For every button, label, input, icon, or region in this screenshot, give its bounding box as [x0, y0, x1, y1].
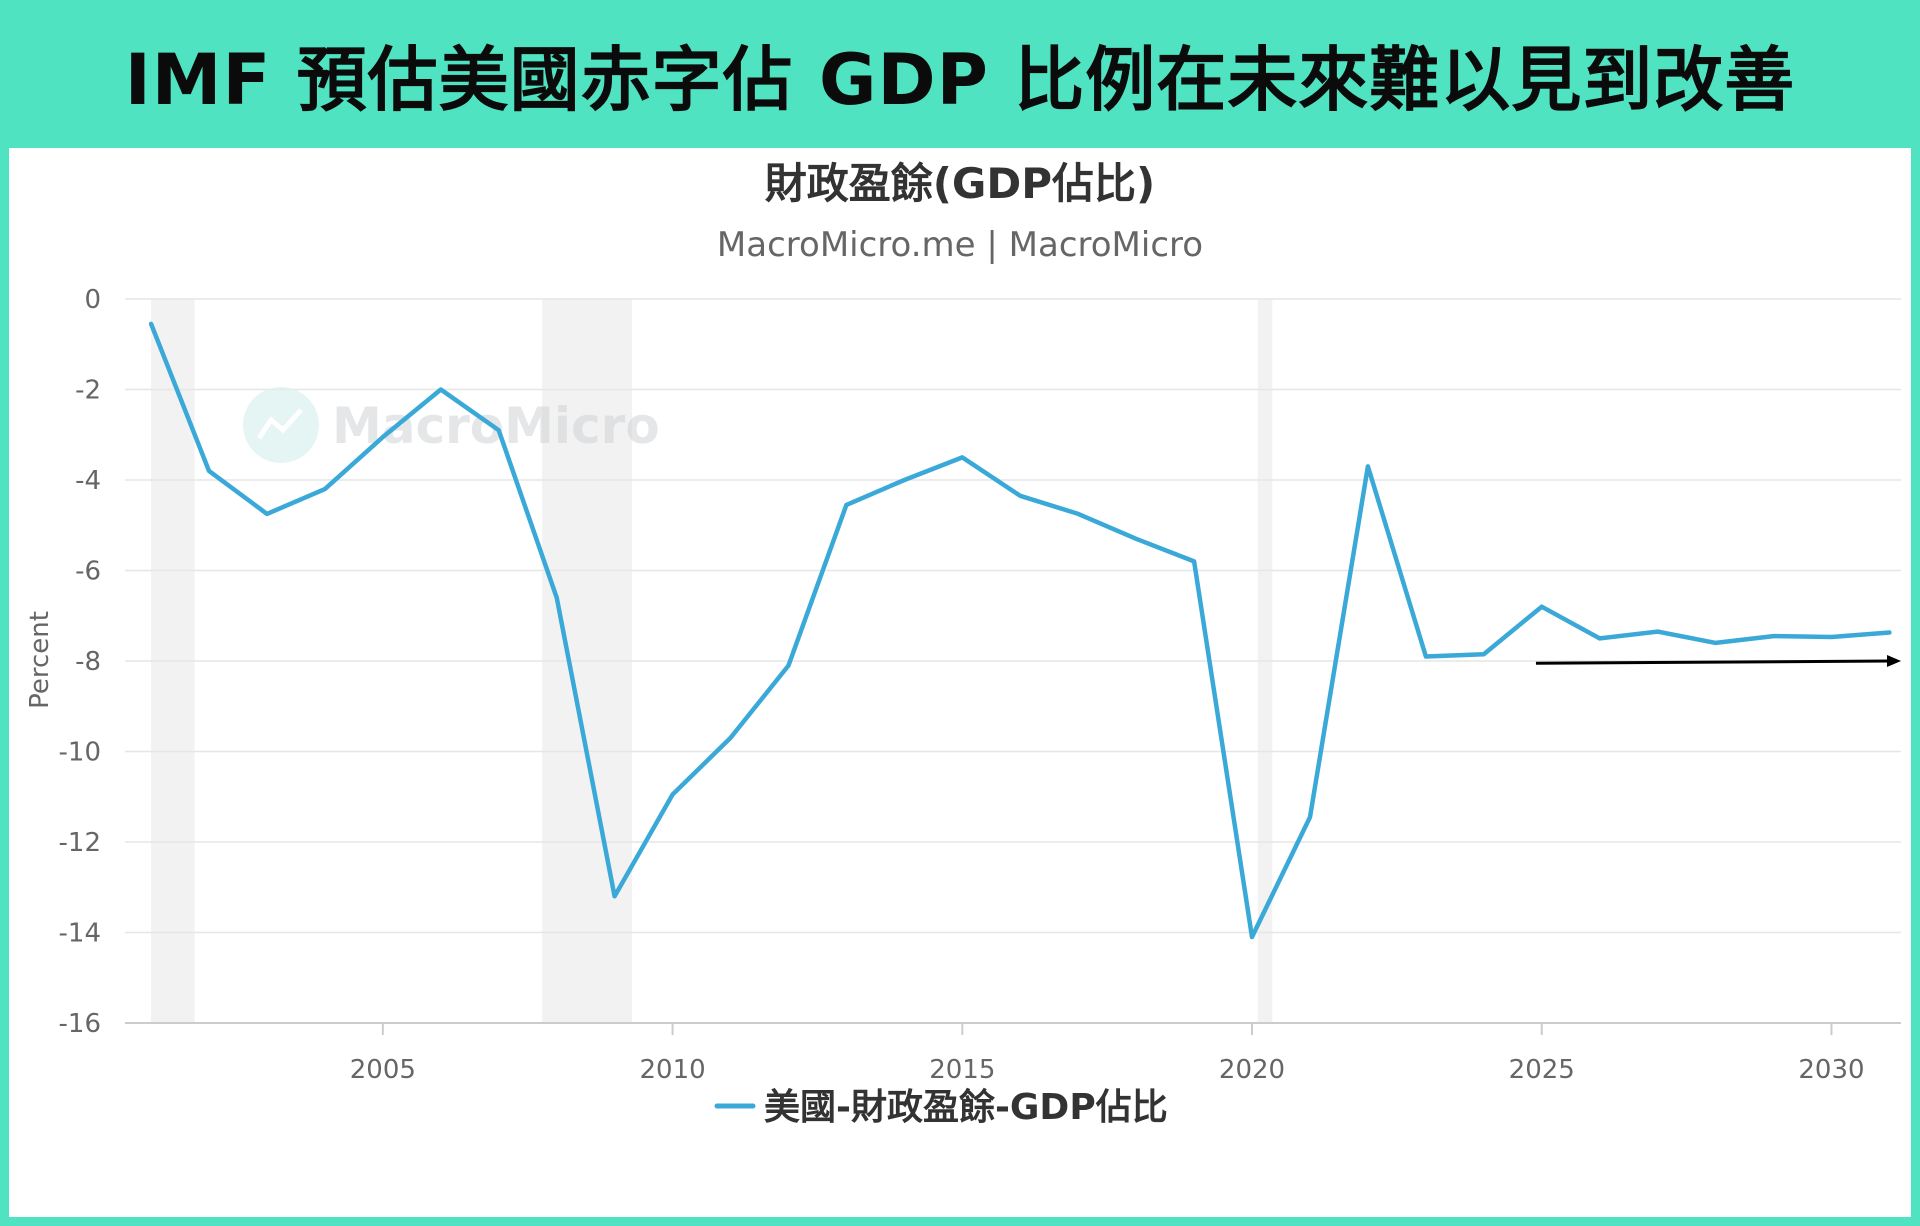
annotations — [1535, 655, 1901, 667]
annotation-arrow-head — [1887, 655, 1901, 667]
y-tick-label: -14 — [59, 919, 101, 949]
x-tick-label: 2015 — [929, 1055, 995, 1085]
x-axis-ticks: 2005 2010 2015 2020 2025 2030 — [350, 1023, 1865, 1085]
x-tick-label: 2020 — [1219, 1055, 1285, 1085]
y-tick-label: -2 — [75, 376, 101, 406]
gridlines — [125, 298, 1901, 1024]
legend-label: 美國-財政盈餘-GDP佔比 — [764, 1087, 1168, 1128]
banner: IMF 預估美國赤字佔 GDP 比例在未來難以見到改善 — [0, 0, 1920, 148]
series-layer — [148, 321, 1892, 940]
y-tick-label: -10 — [59, 738, 101, 768]
y-tick-label: -16 — [59, 1009, 101, 1039]
chart-trend-icon-line — [256, 408, 303, 440]
y-tick-label: -8 — [75, 647, 101, 677]
chart-subtitle: MacroMicro.me | MacroMicro — [717, 225, 1203, 265]
chart-title: 財政盈餘(GDP佔比) — [765, 159, 1156, 208]
x-tick-label: 2030 — [1798, 1055, 1864, 1085]
line-chart: MacroMicro 0-2-4-6-8-10-12-14-16 2005 201… — [25, 159, 1901, 1128]
y-tick-label: 0 — [84, 285, 101, 315]
y-axis-ticks: 0 -2 -4 -6 -8 -10 -12 -14 -16 — [59, 285, 101, 1039]
y-tick-label: -6 — [75, 557, 101, 587]
y-tick-label: -12 — [59, 828, 101, 858]
chart-card: MacroMicro 0 -2 -4 -6 -8 -10 -12 -14 -16 2005 201… — [9, 148, 1911, 1217]
y-tick-label: -4 — [75, 466, 101, 496]
x-tick-label: 2025 — [1509, 1055, 1575, 1085]
annotation-arrow-line — [1535, 659, 1892, 665]
x-tick-label: 2010 — [639, 1055, 705, 1085]
y-axis-title: Percent — [25, 611, 55, 709]
legend[interactable]: 美國-財政盈餘-GDP佔比 — [714, 1087, 1168, 1128]
series-line — [148, 321, 1892, 940]
chart-trend-icon — [243, 387, 319, 463]
banner-title: IMF 預估美國赤字佔 GDP 比例在未來難以見到改善 — [124, 38, 1796, 121]
x-tick-label: 2005 — [350, 1055, 416, 1085]
